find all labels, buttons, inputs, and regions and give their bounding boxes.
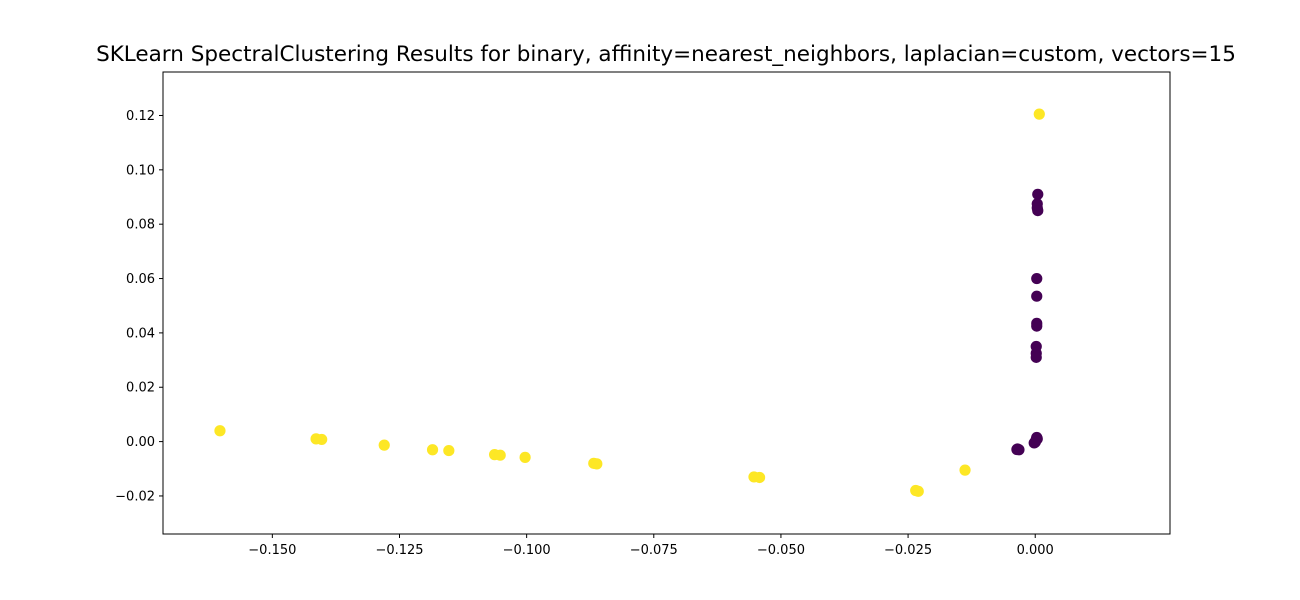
y-tick-label: 0.10 xyxy=(126,163,155,178)
data-point xyxy=(316,433,328,446)
data-point xyxy=(1033,108,1045,120)
data-point xyxy=(1011,443,1023,456)
data-point xyxy=(1031,433,1043,445)
plot-frame xyxy=(162,71,1171,535)
data-point xyxy=(1031,320,1043,332)
points-layer xyxy=(214,108,1045,497)
x-tick-label: −0.075 xyxy=(630,543,678,558)
chart-title: SKLearn SpectralClustering Results for b… xyxy=(96,42,1236,67)
x-tick-label: 0.000 xyxy=(1017,543,1054,558)
axes-layer: −0.150 −0.125 −0.100 −0.075 −0.050 −0.025 0.00… xyxy=(115,71,1171,558)
data-point xyxy=(1032,188,1044,200)
data-point xyxy=(1031,290,1043,302)
data-point xyxy=(378,439,390,451)
data-point xyxy=(753,471,766,484)
x-tick-label: −0.100 xyxy=(503,543,551,558)
x-tick-label: −0.050 xyxy=(757,543,805,558)
y-tick-label: 0.06 xyxy=(126,272,155,287)
data-point xyxy=(443,444,455,457)
y-tick-label: 0.00 xyxy=(126,435,155,450)
data-point xyxy=(591,458,603,470)
data-point xyxy=(426,444,439,456)
y-tick-label: 0.04 xyxy=(126,326,155,341)
y-tick-label: 0.02 xyxy=(126,381,155,396)
x-tick-label: −0.150 xyxy=(248,543,296,558)
data-point xyxy=(519,451,531,463)
data-point xyxy=(1031,272,1043,285)
data-point xyxy=(912,485,924,497)
data-point xyxy=(494,449,506,461)
y-tick-label: −0.02 xyxy=(115,489,155,504)
x-tick-label: −0.125 xyxy=(375,543,423,558)
x-tick-label: −0.025 xyxy=(884,543,932,558)
data-point xyxy=(214,425,226,437)
y-tick-label: 0.12 xyxy=(126,109,155,124)
data-point xyxy=(959,464,971,476)
data-point xyxy=(1032,205,1044,217)
data-point xyxy=(1030,351,1042,363)
y-tick-label: 0.08 xyxy=(126,218,155,233)
